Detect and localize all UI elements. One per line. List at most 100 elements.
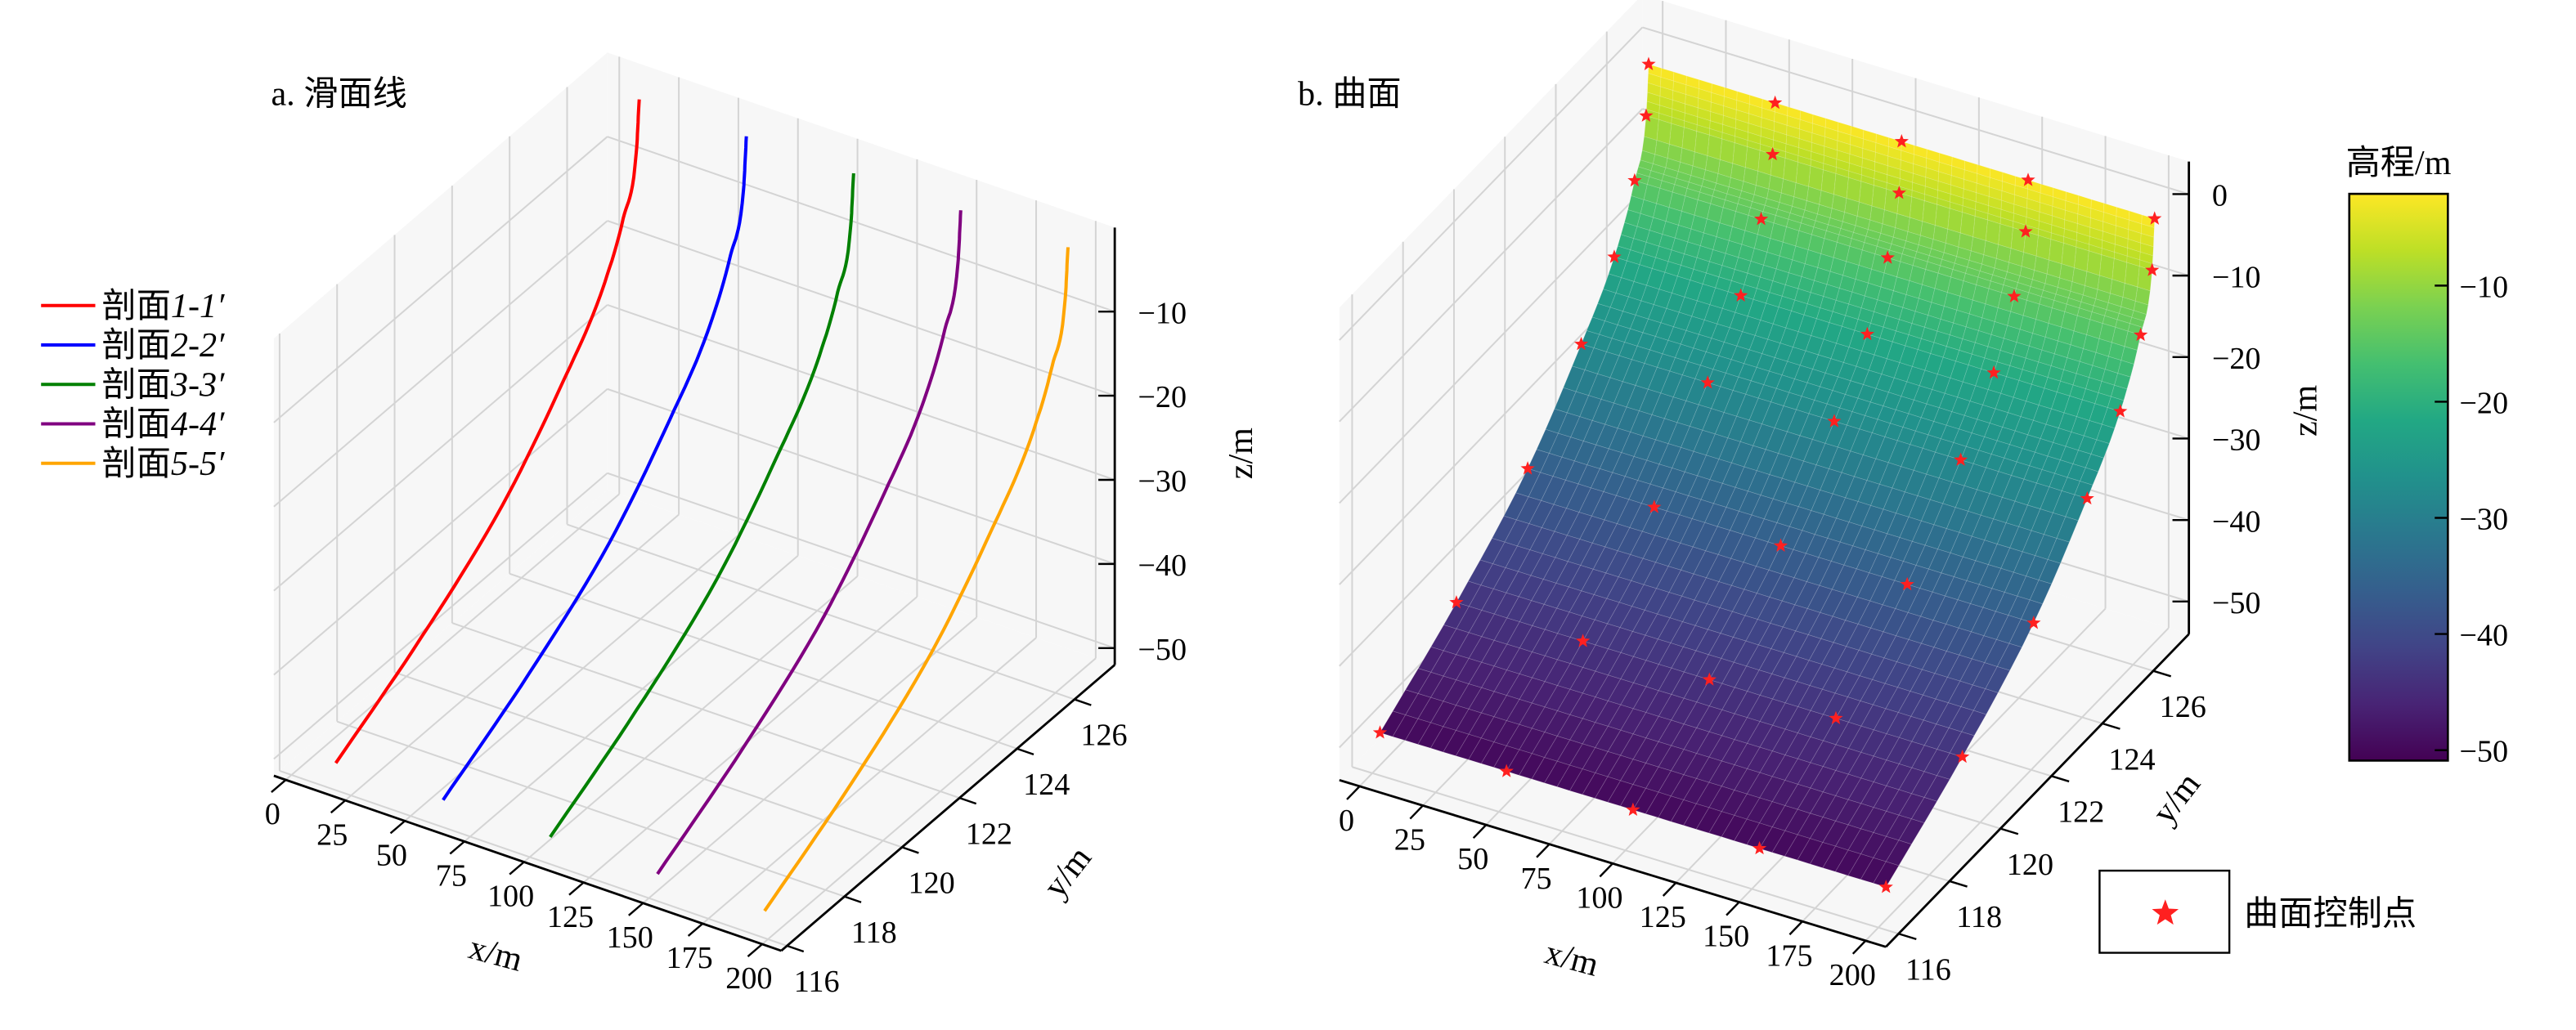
tick-mark [330,799,347,814]
x-tick-label: 25 [1394,823,1425,858]
tick-mark [1726,901,1740,916]
tick-mark [2102,722,2120,730]
colorbar-gradient [2348,192,2449,762]
legend-suffix: 5-5′ [171,445,225,483]
legend-suffix: 1-1′ [171,287,225,325]
surface-facet [1694,131,1710,157]
grid-line [523,575,859,863]
left-pane [1339,0,1643,781]
surface-facet [2133,300,2149,316]
panel-a-slip-lines: a. 滑面线 0 25 50 75 100 125 150 175 200 116 118 120 12… [41,52,1260,999]
control-point-star [2026,615,2041,629]
left-pane [273,52,608,776]
control-point-star [1499,764,1514,777]
back-pane [607,52,1115,665]
surface-facet [1909,196,1925,222]
panel-b-legend: 曲面控制点 [2098,869,2417,954]
surface-facet [1972,215,1989,241]
grid-line [607,387,1115,565]
tick-mark [958,796,977,805]
grid-line [273,136,608,423]
x-tick-label: 100 [487,880,534,914]
z-tick-label: 0 [2212,179,2228,213]
grid-line [509,572,1017,750]
surface-facet [2096,423,2116,445]
panel-b-z-axis-label: z/m [2287,385,2325,437]
control-point-star [2113,404,2128,418]
colorbar-tick-label: −40 [2459,619,2508,653]
z-tick-label: −40 [2212,504,2261,539]
x-tick-label: 125 [547,900,594,934]
surface-facet [2023,231,2039,257]
surface-facet [1681,127,1698,153]
control-point-star [1627,172,1642,187]
profile-line-5 [763,247,1070,912]
surface-facet [2098,254,2115,280]
tick-mark [1949,880,1968,888]
grid-line [607,472,1115,649]
profile-line-4 [656,210,963,876]
panel-a-curves [334,99,1070,912]
z-tick-label: −20 [1138,380,1187,414]
profile-line-2 [442,136,748,801]
x-tick-label: 75 [436,859,467,893]
z-tick-label: −50 [2212,586,2261,620]
grid-line [285,493,620,781]
grid-line [273,220,608,508]
surface-facet [1859,181,1874,207]
tick-mark [509,861,525,876]
control-point-star [1954,452,1968,466]
control-point-star [2007,289,2022,302]
z-tick-label: −50 [1138,633,1187,667]
y-tick-label: 116 [1905,953,1951,987]
legend-prefix: 剖面 [102,287,171,325]
surface-facet [2131,310,2147,322]
x-tick-label: 100 [1576,880,1622,915]
grid-line [607,220,1115,397]
tick-mark [449,840,465,855]
control-point-star [2147,211,2162,225]
tick-mark [2051,775,2070,783]
panel-b-surface: b. 曲面 0 25 50 75 100 125 150 175 200 116118120122… [1298,0,2508,992]
surface-facet [1656,119,1672,145]
control-point-star [1829,710,1843,725]
control-point-star [1880,250,1895,264]
z-tick-label: −30 [2212,423,2261,458]
grid-line [1339,26,1644,341]
colorbar-tick-label: −20 [2459,386,2508,420]
surface-facet [1959,212,1976,238]
surface-facet [1744,146,1761,172]
grid-line [607,304,1115,481]
x-tick-label: 200 [1829,958,1876,992]
grid-line [642,616,977,904]
tick-mark [1851,939,1867,955]
surface-facet [1795,161,1811,187]
grid-line [344,513,680,801]
legend-item: 剖面1-1′ [41,287,225,325]
grid-line [702,637,1037,925]
surface-facet [1922,200,1938,226]
legend-suffix: 3-3′ [170,365,225,404]
y-tick-label: 126 [2160,690,2206,724]
surface-facet [1934,204,1950,230]
control-point-star [1955,749,1970,764]
tick-mark [687,922,704,937]
grid-line [336,720,846,898]
grid-line [273,472,608,760]
surface-facet [1846,177,1862,203]
legend-item: 剖面2-2′ [41,326,225,365]
legend-prefix: 剖面 [102,405,171,444]
tick-mark [2152,670,2172,678]
z-tick-label: −10 [2212,260,2261,294]
profile-line-3 [549,172,855,839]
legend-prefix: 剖面 [102,365,171,404]
legend-item: 剖面4-4′ [41,405,225,444]
control-point-star [1641,56,1656,71]
panel-a-legend: 剖面1-1′ 剖面2-2′ 剖面3-3′ 剖面4-4′ 剖面5-5′ [41,287,225,483]
grid-line [607,136,1115,313]
x-tick-label: 150 [1703,920,1749,954]
control-point-star [1520,461,1535,475]
surface-facet [1669,123,1685,149]
legend-label: 剖面4-4′ [102,405,226,444]
control-point-star [1607,249,1622,263]
